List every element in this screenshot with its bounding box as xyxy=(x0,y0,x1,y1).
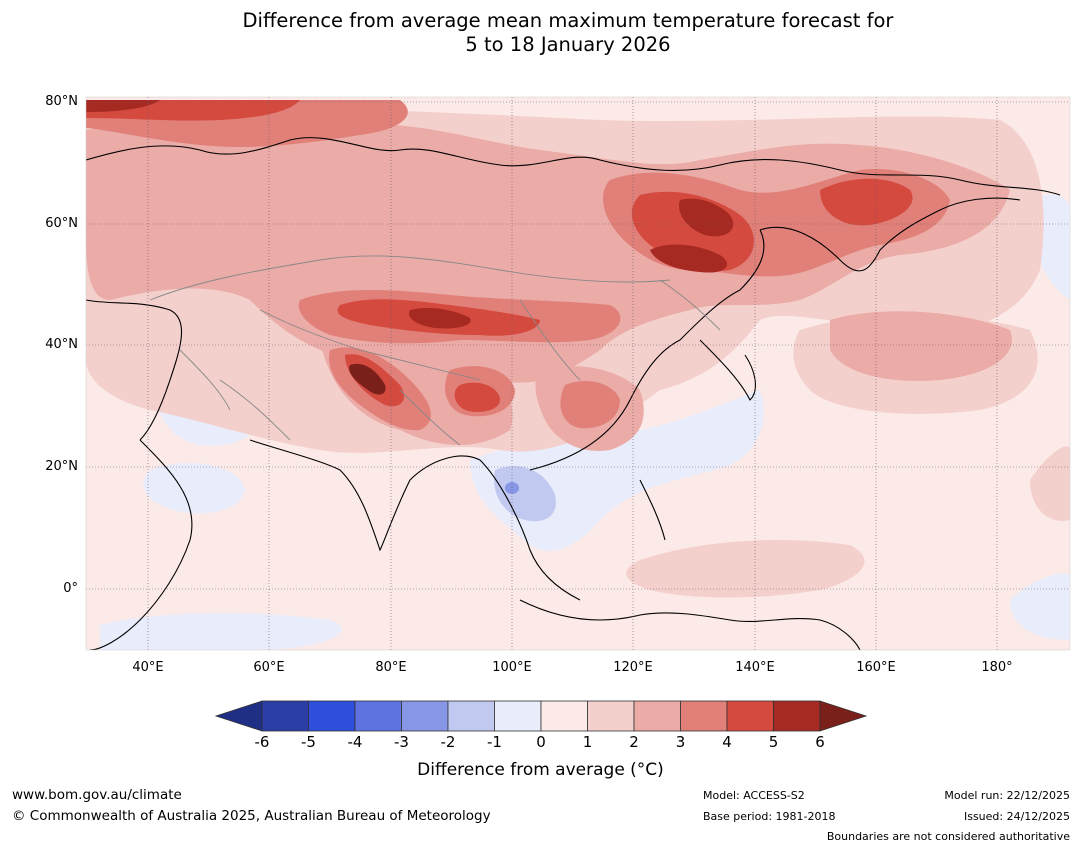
colorbar xyxy=(214,700,868,732)
footer-url[interactable]: www.bom.gov.au/climate xyxy=(12,787,182,803)
warm-5-mongolia xyxy=(408,307,471,329)
lon-label-80e: 80°E xyxy=(375,660,407,675)
colorbar-cell-9 xyxy=(680,700,728,732)
title-line-1: Difference from average mean maximum tem… xyxy=(242,9,894,32)
colorbar-tick-label: -3 xyxy=(394,733,409,751)
colorbar-tick-label: 3 xyxy=(675,733,686,751)
footer-model: Model: ACCESS-S2 xyxy=(703,789,805,802)
lon-label-100e: 100°E xyxy=(492,660,532,675)
cool-region-arabian-sea xyxy=(143,462,245,514)
warm-5-siberia xyxy=(679,198,734,237)
coast-indonesia xyxy=(519,599,861,650)
lon-label-180: 180° xyxy=(981,660,1013,675)
lat-label-60n: 60°N xyxy=(45,216,78,231)
warm-4-sichuan xyxy=(454,382,500,412)
warm-1-equatorial xyxy=(626,540,865,598)
lon-label-120e: 120°E xyxy=(613,660,653,675)
colorbar-cell-5 xyxy=(494,700,542,732)
footer-model-run: Model run: 22/12/2025 xyxy=(944,789,1070,802)
colorbar-cell-8 xyxy=(633,700,681,732)
colorbar-tick-label: 4 xyxy=(722,733,732,751)
warm-5-amur xyxy=(650,244,728,273)
footer-base-period: Base period: 1981-2018 xyxy=(703,810,836,823)
forecast-map[interactable] xyxy=(0,0,1081,660)
lat-label-40n: 40°N xyxy=(45,337,78,352)
colorbar-tick-label: -1 xyxy=(487,733,502,751)
colorbar-cell-10 xyxy=(726,700,774,732)
colorbar-cell-4 xyxy=(447,700,495,732)
cool-region-indochina xyxy=(494,466,556,522)
coast-japan xyxy=(699,339,756,401)
chart-title: Difference from average mean maximum tem… xyxy=(0,9,1081,57)
coast-indochina xyxy=(479,459,581,601)
colorbar-tick-label: 1 xyxy=(582,733,593,751)
gridlines xyxy=(86,97,1070,650)
colorbar-title: Difference from average (°C) xyxy=(417,760,664,780)
warm-5-tibet xyxy=(349,363,386,395)
lon-label-160e: 160°E xyxy=(856,660,896,675)
colorbar-tick-label: -6 xyxy=(254,733,270,751)
warm-2-pacific xyxy=(830,311,1012,381)
boundaries xyxy=(149,255,721,446)
cool-region-indian-ocean xyxy=(100,613,342,650)
colorbar-extend-high xyxy=(819,700,868,732)
coast-arctic xyxy=(86,137,1061,196)
colorbar-cell-2 xyxy=(354,700,402,732)
colorbar-tick-label: 2 xyxy=(629,733,639,751)
coast-arabia xyxy=(89,439,193,650)
colorbar-cell-6 xyxy=(540,700,588,732)
colorbar-tick-label: -4 xyxy=(347,733,363,751)
lon-label-60e: 60°E xyxy=(253,660,285,675)
colorbar-cell-0 xyxy=(261,700,309,732)
lon-label-40e: 40°E xyxy=(132,660,164,675)
map-frame xyxy=(85,96,1071,651)
footer-disclaimer: Boundaries are not considered authoritat… xyxy=(826,830,1070,843)
colorbar-extend-low xyxy=(214,700,263,732)
anomaly-fields xyxy=(86,100,1070,650)
lat-label-0: 0° xyxy=(63,581,78,596)
colorbar-tick-label: 0 xyxy=(536,733,546,751)
footer-issued: Issued: 24/12/2025 xyxy=(963,810,1070,823)
colorbar-cell-11 xyxy=(773,700,821,732)
footer-copyright: © Commonwealth of Australia 2025, Austra… xyxy=(12,808,491,824)
colorbar-cell-7 xyxy=(587,700,635,732)
cool-region-pacific-se xyxy=(1010,573,1070,640)
colorbar-tick-label: 5 xyxy=(768,733,779,751)
coast-india xyxy=(249,439,481,552)
warm-3-south-china xyxy=(560,380,620,429)
colorbar-tick-label: 6 xyxy=(815,733,825,751)
colorbar-tick-label: -5 xyxy=(301,733,316,751)
warm-5-arctic xyxy=(86,100,160,112)
title-line-2: 5 to 18 January 2026 xyxy=(465,33,671,56)
colorbar-tick-label: -2 xyxy=(440,733,456,751)
coast-europe xyxy=(86,299,183,441)
coast-china xyxy=(529,229,765,471)
lon-label-140e: 140°E xyxy=(735,660,775,675)
colorbar-cell-1 xyxy=(308,700,356,732)
lat-label-80n: 80°N xyxy=(45,94,78,109)
lat-label-20n: 20°N xyxy=(45,459,78,474)
warm-4-siberia-e xyxy=(820,178,913,226)
coastlines xyxy=(86,137,1061,650)
warm-1-east-pacific xyxy=(1030,446,1070,521)
coast-philippines xyxy=(639,479,666,541)
colorbar-cell-3 xyxy=(401,700,449,732)
coast-kamchatka xyxy=(759,197,1021,272)
